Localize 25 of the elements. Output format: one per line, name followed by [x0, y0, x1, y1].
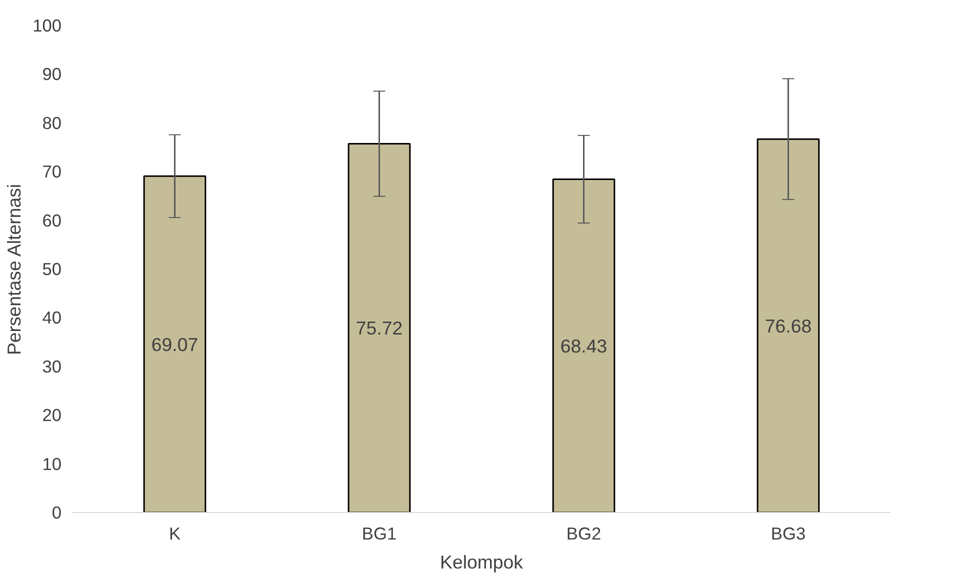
bar — [756, 138, 820, 512]
y-tick-label: 80 — [42, 112, 62, 133]
x-tick-label: BG2 — [566, 524, 602, 544]
bar — [552, 178, 616, 512]
data-label: 68.43 — [560, 335, 608, 356]
bar — [348, 142, 411, 512]
y-tick-label: 10 — [42, 454, 62, 474]
y-tick-label: 90 — [42, 64, 62, 84]
y-tick-label: 100 — [32, 16, 62, 36]
y-tick-label: 30 — [42, 356, 62, 376]
x-tick-label: BG1 — [362, 524, 397, 544]
y-tick-label: 50 — [42, 259, 62, 279]
bar — [143, 175, 206, 512]
y-tick-label: 70 — [42, 162, 62, 182]
x-tick-label: K — [168, 524, 181, 544]
data-label: 75.72 — [356, 318, 403, 339]
x-axis-title: Kelompok — [440, 552, 524, 572]
y-axis-title: Persentase Alternasi — [4, 184, 25, 356]
data-label: 69.07 — [151, 334, 198, 355]
y-tick-label: 60 — [42, 210, 62, 230]
y-tick-label: 20 — [42, 405, 62, 426]
y-tick-label: 0 — [52, 502, 62, 522]
data-label: 76.68 — [764, 315, 812, 336]
x-tick-label: BG3 — [770, 524, 806, 544]
y-tick-label: 40 — [42, 308, 62, 328]
